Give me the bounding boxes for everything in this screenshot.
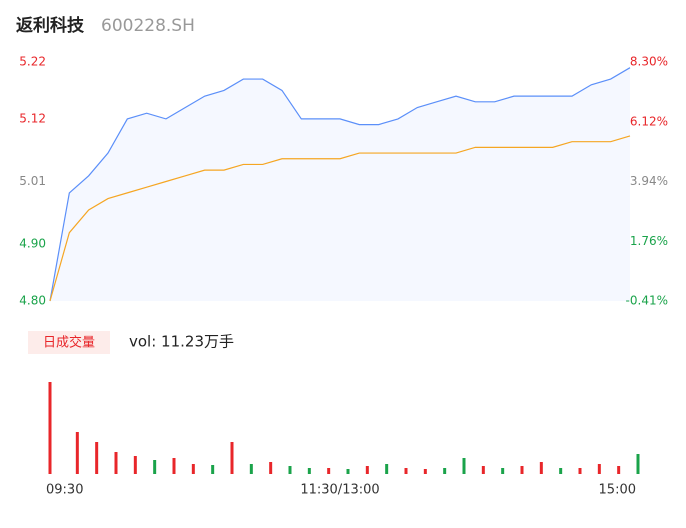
x-tick-label: 09:30 bbox=[46, 483, 83, 498]
volume-bar bbox=[385, 464, 389, 474]
volume-bar bbox=[443, 468, 447, 474]
volume-bar bbox=[211, 465, 215, 474]
volume-bar bbox=[230, 442, 234, 474]
volume-bar bbox=[307, 468, 311, 474]
volume-bar bbox=[249, 464, 253, 474]
x-tick-label: 15:00 bbox=[599, 483, 636, 498]
y2-tick-label: 3.94% bbox=[630, 174, 668, 188]
volume-bar bbox=[597, 464, 601, 474]
volume-summary: vol: 11.23万手 bbox=[129, 333, 234, 351]
volume-tab[interactable] bbox=[28, 331, 110, 354]
volume-bar bbox=[95, 442, 99, 474]
volume-bar bbox=[462, 458, 466, 474]
volume-bar bbox=[75, 432, 79, 474]
y-tick-label: 5.01 bbox=[19, 174, 46, 188]
stock-code: 600228.SH bbox=[101, 16, 195, 36]
x-tick-label: 11:30/13:00 bbox=[300, 483, 379, 498]
y2-tick-label: -0.41% bbox=[626, 294, 668, 308]
volume-bar bbox=[191, 464, 195, 474]
y-tick-label: 5.22 bbox=[19, 55, 46, 69]
volume-bar bbox=[539, 462, 543, 474]
volume-bar bbox=[578, 468, 582, 474]
y2-tick-label: 8.30% bbox=[630, 55, 668, 69]
y-tick-label: 4.80 bbox=[19, 294, 46, 308]
price-area bbox=[50, 67, 630, 301]
volume-bar bbox=[288, 466, 292, 474]
volume-bar bbox=[346, 469, 350, 474]
volume-bar bbox=[172, 458, 176, 474]
volume-bar bbox=[269, 462, 273, 474]
y-tick-label: 4.90 bbox=[19, 237, 46, 251]
volume-bar bbox=[114, 452, 118, 474]
volume-bar bbox=[48, 382, 52, 474]
volume-bar bbox=[404, 468, 408, 474]
volume-bar bbox=[559, 468, 563, 474]
avg-line bbox=[49, 135, 631, 302]
volume-bar bbox=[617, 466, 621, 474]
y2-tick-label: 1.76% bbox=[630, 234, 668, 248]
stock-name: 返利科技 bbox=[16, 15, 85, 36]
volume-bar bbox=[520, 466, 524, 474]
volume-bar bbox=[153, 460, 157, 474]
volume-bar bbox=[133, 456, 137, 474]
price-line bbox=[49, 67, 631, 302]
y2-tick-label: 6.12% bbox=[630, 114, 668, 128]
volume-bar bbox=[636, 454, 640, 474]
volume-bar bbox=[365, 466, 369, 474]
volume-tab-label[interactable]: 日成交量 bbox=[43, 335, 95, 351]
volume-bar bbox=[327, 468, 331, 474]
volume-bar bbox=[481, 466, 485, 474]
volume-bar bbox=[501, 468, 505, 474]
y-tick-label: 5.12 bbox=[19, 111, 46, 125]
volume-bar bbox=[423, 469, 427, 474]
